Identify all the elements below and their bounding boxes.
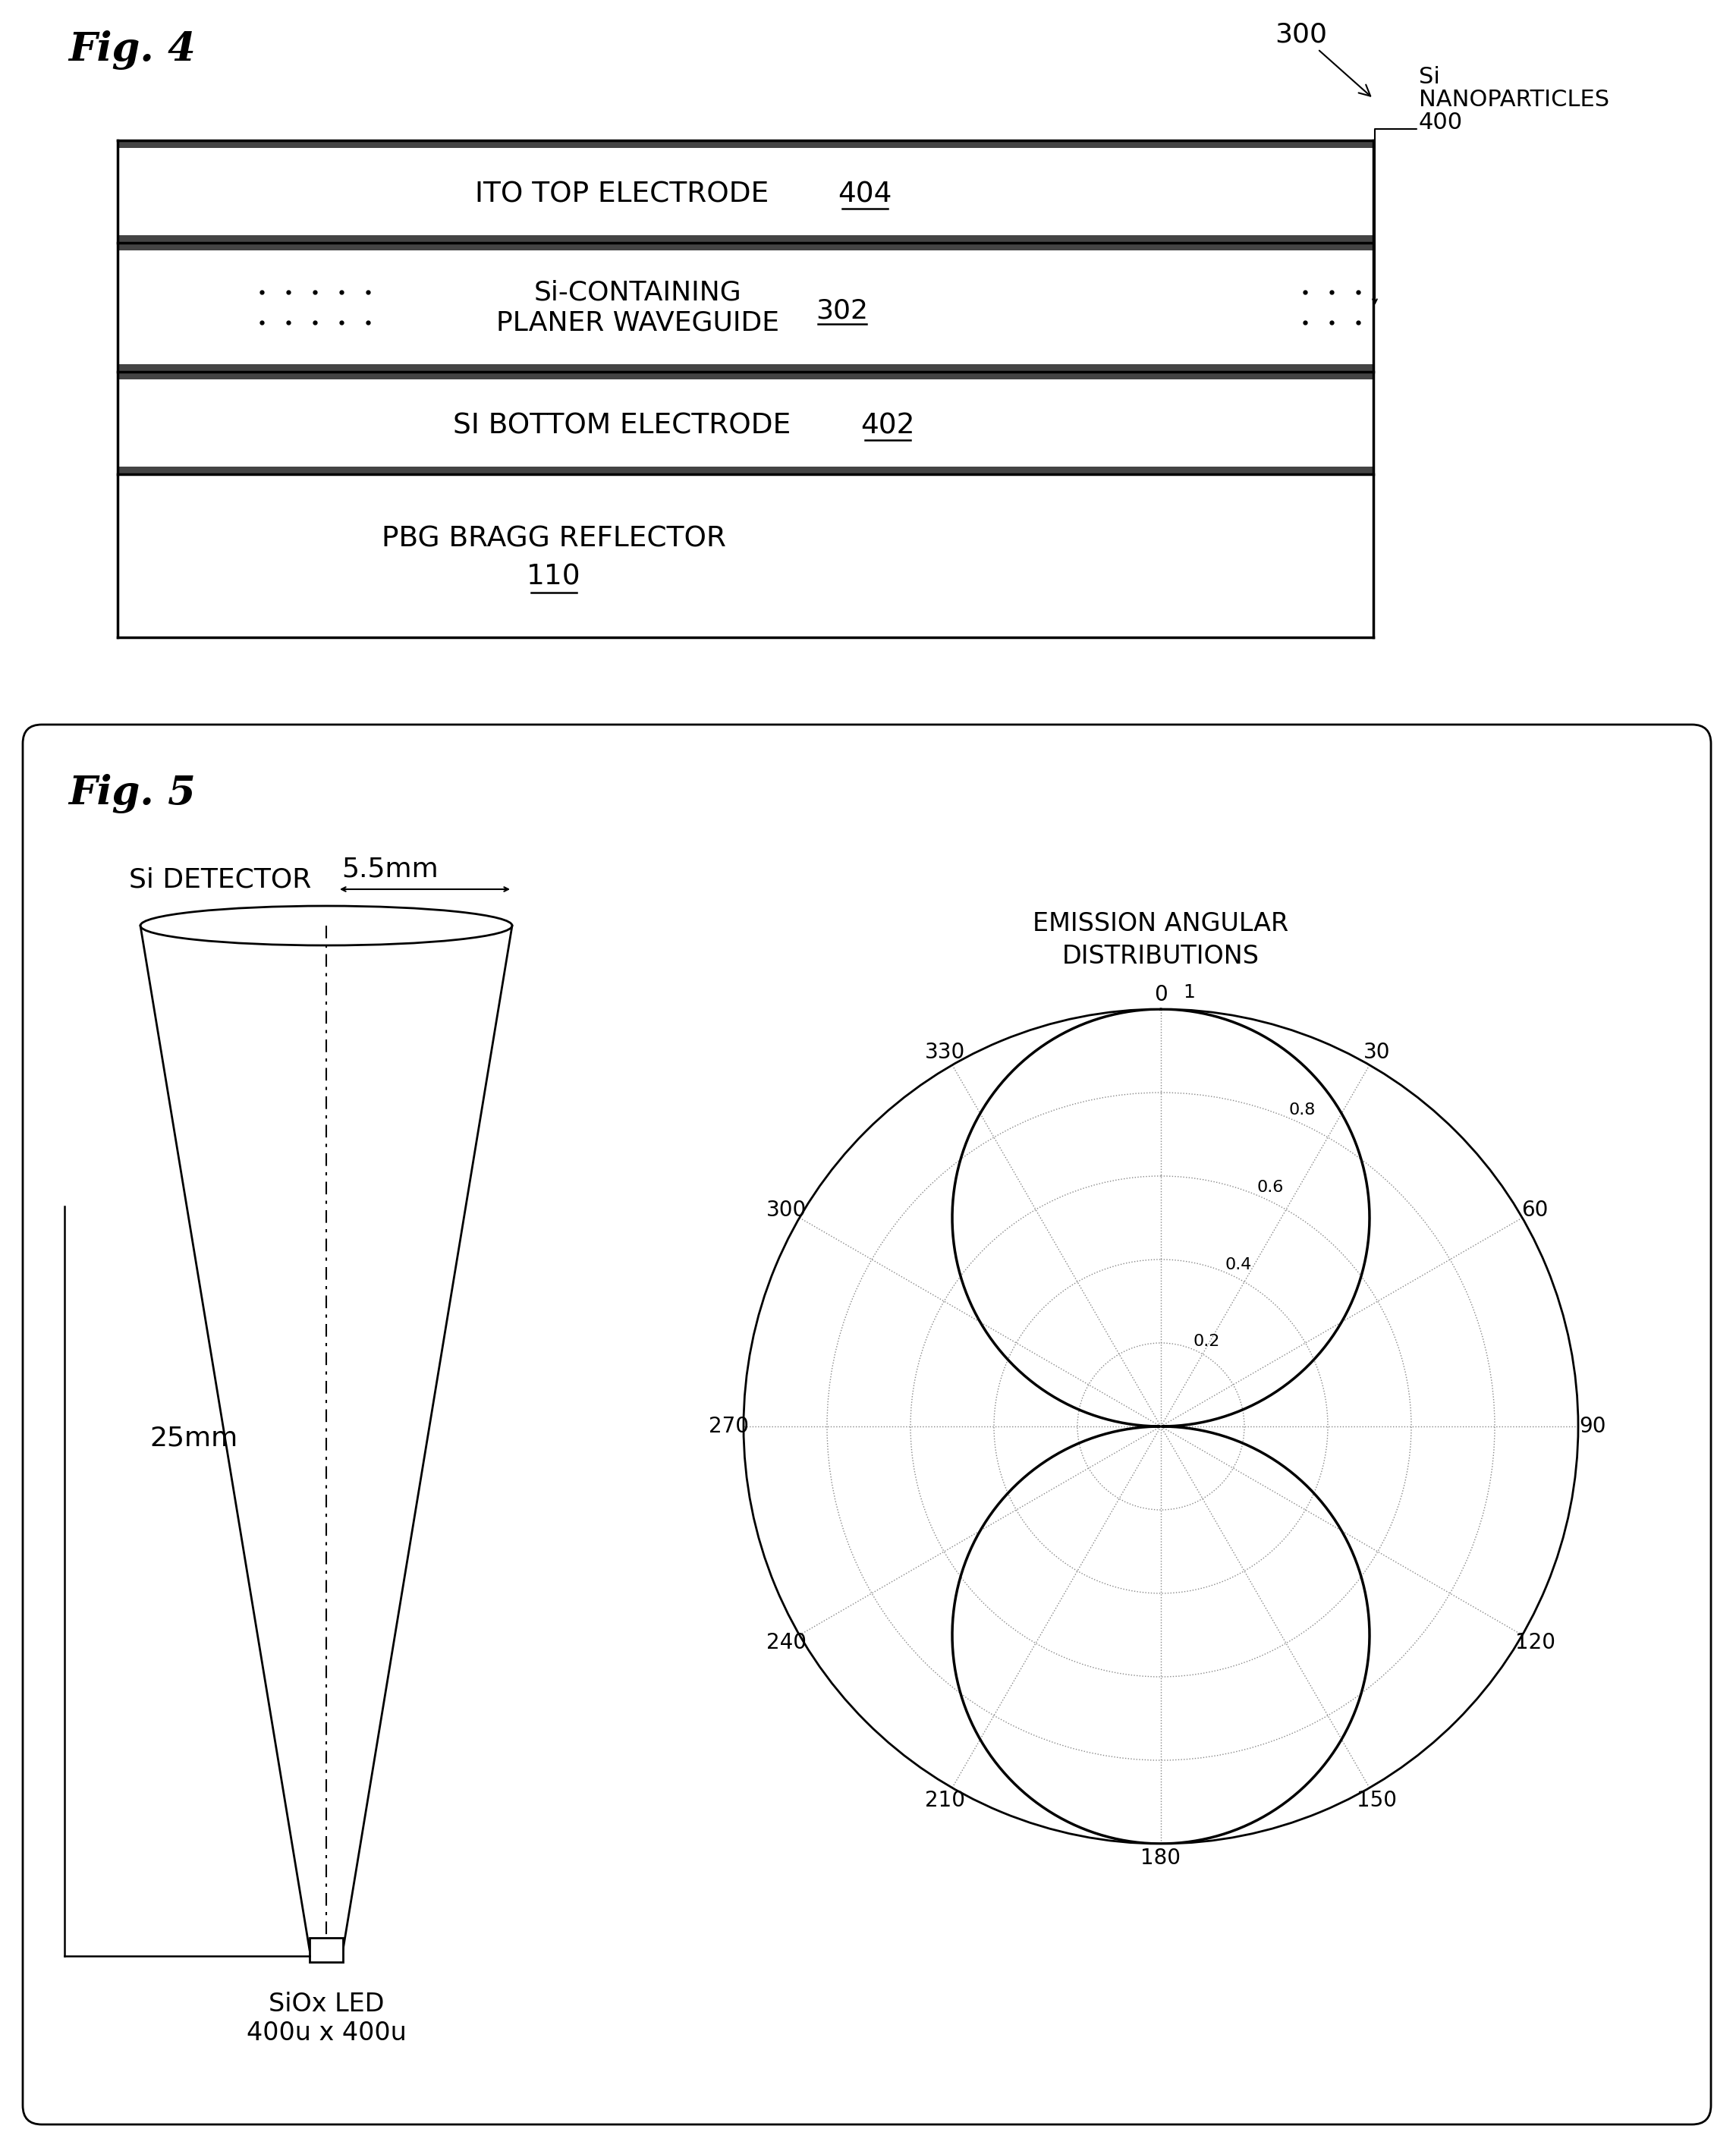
Text: Si: Si: [1418, 66, 1439, 87]
Text: 302: 302: [816, 298, 868, 324]
Text: Fig. 5: Fig. 5: [68, 775, 196, 813]
Text: 300: 300: [1274, 21, 1370, 96]
Text: Si DETECTOR: Si DETECTOR: [128, 867, 311, 892]
Text: PBG BRAGG REFLECTOR: PBG BRAGG REFLECTOR: [382, 526, 726, 554]
Text: 25mm: 25mm: [149, 1424, 238, 1450]
Text: Fig. 4: Fig. 4: [68, 30, 196, 70]
Ellipse shape: [141, 907, 512, 945]
Text: ITO TOP ELECTRODE: ITO TOP ELECTRODE: [476, 181, 769, 209]
Text: NANOPARTICLES: NANOPARTICLES: [1418, 89, 1609, 111]
Title: EMISSION ANGULAR
DISTRIBUTIONS: EMISSION ANGULAR DISTRIBUTIONS: [1033, 911, 1288, 969]
Text: 110: 110: [526, 564, 582, 590]
Text: 5.5mm: 5.5mm: [342, 856, 439, 881]
Text: 400: 400: [1418, 111, 1463, 134]
Text: PLANER WAVEGUIDE: PLANER WAVEGUIDE: [496, 309, 779, 336]
Text: SI BOTTOM ELECTRODE: SI BOTTOM ELECTRODE: [453, 413, 792, 441]
Text: 402: 402: [861, 413, 915, 441]
FancyBboxPatch shape: [23, 724, 1712, 2125]
Text: SiOx LED
400u x 400u: SiOx LED 400u x 400u: [247, 1991, 406, 2046]
Text: 1: 1: [1184, 984, 1194, 1001]
Bar: [309, 1937, 344, 1963]
Text: Si-CONTAINING: Si-CONTAINING: [533, 279, 741, 304]
Text: 404: 404: [838, 181, 892, 209]
